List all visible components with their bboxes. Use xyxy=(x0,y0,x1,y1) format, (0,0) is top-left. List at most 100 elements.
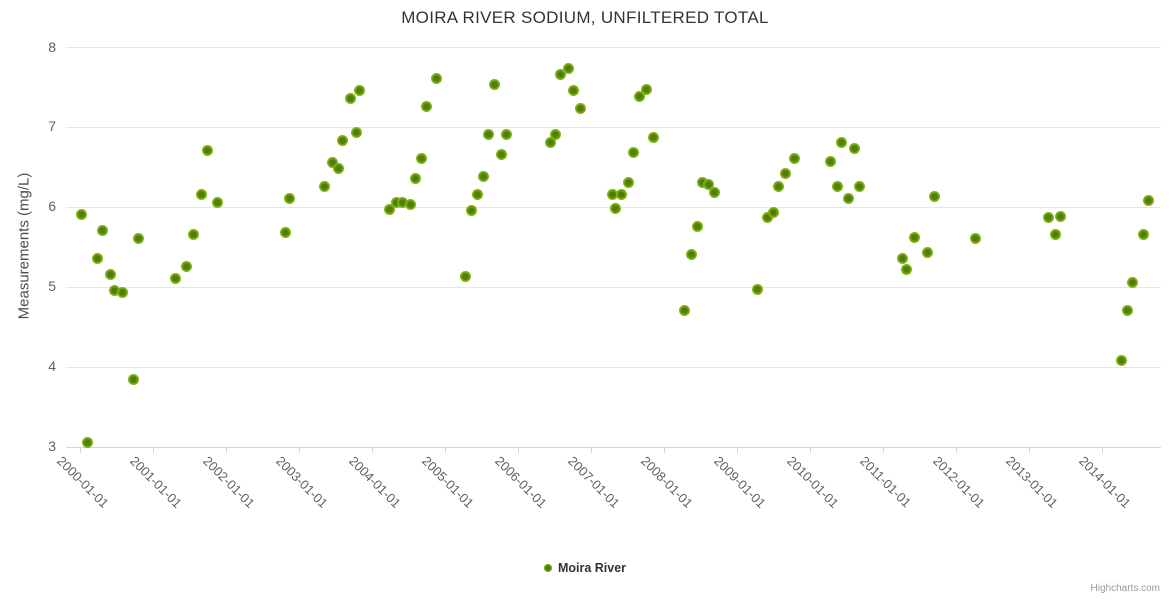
data-point[interactable] xyxy=(344,93,356,105)
data-point[interactable] xyxy=(751,283,763,295)
data-point[interactable] xyxy=(326,157,338,169)
data-point[interactable] xyxy=(768,206,779,218)
data-point[interactable] xyxy=(384,203,396,215)
data-point[interactable] xyxy=(929,190,941,202)
data-point[interactable] xyxy=(616,189,628,201)
data-point[interactable] xyxy=(127,373,139,385)
legend-item-moira-river[interactable]: Moira River xyxy=(543,561,626,575)
data-point[interactable] xyxy=(415,153,427,165)
data-point[interactable] xyxy=(896,253,908,265)
data-point[interactable] xyxy=(703,178,715,190)
y-axis-title: Measurements (mg/L) xyxy=(15,172,33,320)
data-point[interactable] xyxy=(466,205,478,217)
data-point[interactable] xyxy=(187,229,199,241)
data-point[interactable] xyxy=(459,270,471,282)
data-point[interactable] xyxy=(332,162,344,174)
data-point[interactable] xyxy=(842,193,854,205)
data-point[interactable] xyxy=(761,211,773,223)
data-point[interactable] xyxy=(679,305,691,317)
data-point[interactable] xyxy=(472,189,484,201)
data-point[interactable] xyxy=(397,197,409,209)
data-point[interactable] xyxy=(1055,210,1067,222)
data-point[interactable] xyxy=(409,173,421,185)
data-point[interactable] xyxy=(848,142,860,154)
data-point[interactable] xyxy=(1049,229,1061,241)
data-point[interactable] xyxy=(610,202,622,214)
data-point[interactable] xyxy=(1127,277,1139,289)
data-point[interactable] xyxy=(319,181,331,193)
x-axis-label: 2007-01-01 xyxy=(565,452,623,511)
data-point[interactable] xyxy=(836,137,848,149)
data-point[interactable] xyxy=(133,233,145,245)
data-point[interactable] xyxy=(575,103,587,115)
data-point[interactable] xyxy=(908,231,920,243)
y-axis-label: 4 xyxy=(48,358,56,375)
data-point[interactable] xyxy=(922,246,934,258)
data-point[interactable] xyxy=(421,101,433,113)
data-point[interactable] xyxy=(76,209,88,221)
data-point[interactable] xyxy=(92,253,104,265)
data-point[interactable] xyxy=(96,225,108,237)
data-point[interactable] xyxy=(641,83,653,95)
data-point[interactable] xyxy=(1143,194,1155,206)
data-point[interactable] xyxy=(648,131,660,143)
data-point[interactable] xyxy=(854,181,866,193)
data-point[interactable] xyxy=(567,85,579,97)
data-point[interactable] xyxy=(901,263,913,275)
data-point[interactable] xyxy=(831,181,843,193)
data-point[interactable] xyxy=(391,197,403,209)
data-point[interactable] xyxy=(279,226,291,238)
data-point[interactable] xyxy=(489,79,501,91)
data-point[interactable] xyxy=(555,69,567,81)
data-point[interactable] xyxy=(1043,211,1055,223)
x-axis-label: 2003-01-01 xyxy=(273,452,331,511)
data-point[interactable] xyxy=(431,73,443,85)
data-point[interactable] xyxy=(354,85,366,97)
data-point[interactable] xyxy=(825,155,837,167)
data-point[interactable] xyxy=(404,198,416,210)
data-point[interactable] xyxy=(562,63,574,75)
data-point[interactable] xyxy=(212,197,224,209)
data-point[interactable] xyxy=(181,261,193,273)
data-point[interactable] xyxy=(780,167,792,179)
x-axis-tick xyxy=(1029,446,1030,453)
x-axis-line xyxy=(66,446,1161,448)
data-point[interactable] xyxy=(691,221,703,233)
data-point[interactable] xyxy=(104,269,116,281)
data-point[interactable] xyxy=(117,286,129,298)
data-point[interactable] xyxy=(549,129,561,141)
data-point[interactable] xyxy=(483,129,495,141)
x-axis-tick xyxy=(956,446,957,453)
chart-title: MOIRA RIVER SODIUM, UNFILTERED TOTAL xyxy=(401,8,769,27)
data-point[interactable] xyxy=(337,134,349,146)
data-point[interactable] xyxy=(606,189,618,201)
data-point[interactable] xyxy=(170,273,182,285)
data-point[interactable] xyxy=(350,126,362,138)
data-point[interactable] xyxy=(1137,229,1149,241)
x-axis-label: 2006-01-01 xyxy=(492,452,550,511)
data-point[interactable] xyxy=(709,186,721,198)
data-point[interactable] xyxy=(202,145,214,157)
data-point[interactable] xyxy=(545,137,557,149)
data-point[interactable] xyxy=(970,233,982,245)
data-point[interactable] xyxy=(284,193,296,205)
data-point[interactable] xyxy=(501,129,513,141)
data-point[interactable] xyxy=(696,177,708,189)
legend: Moira River xyxy=(0,561,1170,575)
data-point[interactable] xyxy=(789,153,801,165)
data-point[interactable] xyxy=(633,91,645,103)
data-point[interactable] xyxy=(1116,354,1128,366)
data-point[interactable] xyxy=(495,149,507,161)
data-point[interactable] xyxy=(109,285,121,297)
data-point[interactable] xyxy=(81,437,93,448)
data-point[interactable] xyxy=(773,181,785,193)
data-point[interactable] xyxy=(478,170,490,182)
legend-marker-icon xyxy=(543,564,552,572)
highcharts-credit[interactable]: Highcharts.com xyxy=(1090,583,1160,594)
data-point[interactable] xyxy=(1122,305,1134,317)
data-point[interactable] xyxy=(623,177,635,189)
data-point[interactable] xyxy=(195,189,207,201)
data-point[interactable] xyxy=(628,146,640,158)
data-point[interactable] xyxy=(686,249,698,261)
